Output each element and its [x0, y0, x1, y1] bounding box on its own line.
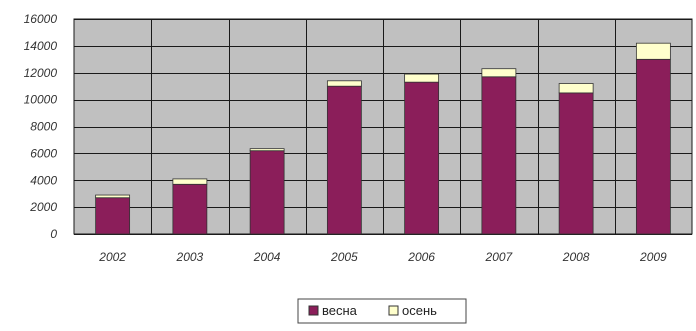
bar-2004-series-1	[249, 148, 285, 152]
y-tick-label-2: 4000	[30, 173, 57, 187]
bar-2007-series-0	[481, 76, 517, 235]
bar-2008-series-0	[558, 92, 594, 235]
bar-2007-series-1	[481, 68, 517, 78]
x-tick-label-2005: 2005	[330, 250, 358, 264]
legend-label-1: осень	[402, 303, 437, 318]
bar-2009-series-0	[635, 58, 671, 235]
x-tick-label-2003: 2003	[176, 250, 204, 264]
bar-2002-series-0	[95, 197, 131, 235]
x-tick-label-2006: 2006	[407, 250, 435, 264]
legend: весна осень	[297, 298, 467, 324]
bar-2003-series-0	[172, 183, 208, 235]
legend-box	[297, 298, 467, 324]
y-tick-label-5: 10000	[24, 93, 58, 107]
y-tick-label-8: 16000	[24, 12, 58, 26]
x-tick-label-2002: 2002	[98, 250, 126, 264]
x-tick-label-2009: 2009	[639, 250, 667, 264]
y-axis: 0 2000 4000 6000 8000 10000 12000 14000 16000	[24, 12, 58, 241]
bar-2002-series-1	[95, 194, 131, 199]
y-tick-label-1: 2000	[29, 200, 57, 214]
bar-2005-series-1	[326, 80, 362, 87]
bar-2009-series-1	[635, 42, 671, 60]
legend-label-0: весна	[322, 303, 358, 318]
y-tick-label-6: 12000	[24, 66, 58, 80]
bar-2006-series-1	[404, 73, 440, 83]
bar-2004-series-0	[249, 150, 285, 235]
bar-2006-series-0	[404, 81, 440, 235]
bars	[95, 42, 671, 235]
x-tick-label-2007: 2007	[485, 250, 514, 264]
bar-2008-series-1	[558, 83, 594, 94]
bar-2003-series-1	[172, 178, 208, 185]
legend-swatch-0	[308, 305, 319, 316]
x-tick-label-2008: 2008	[562, 250, 590, 264]
bar-2005-series-0	[326, 85, 362, 235]
y-tick-label-3: 6000	[30, 146, 57, 160]
x-axis: 2002 2003 2004 2005 2006 2007 2008 2009	[98, 250, 667, 264]
x-tick-label-2004: 2004	[253, 250, 281, 264]
y-tick-label-7: 14000	[24, 39, 58, 53]
legend-swatch-1	[388, 305, 399, 316]
y-tick-label-4: 8000	[30, 120, 57, 134]
y-tick-label-0: 0	[50, 227, 57, 241]
